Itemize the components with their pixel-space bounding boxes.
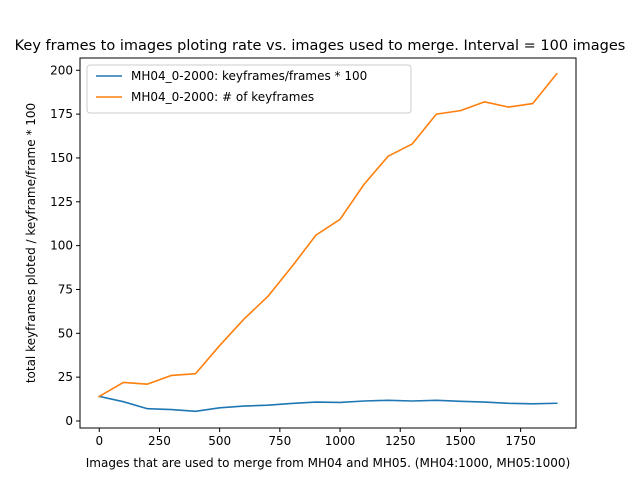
x-tick-label: 500	[208, 434, 231, 448]
x-tick-label: 1500	[445, 434, 476, 448]
y-tick-label: 50	[58, 326, 73, 340]
y-tick-label: 125	[50, 195, 73, 209]
series-line-2	[98, 72, 558, 398]
x-tick-label: 250	[148, 434, 171, 448]
legend: MH04_0-2000: keyframes/frames * 100 MH04_…	[86, 64, 412, 114]
legend-items: MH04_0-2000: keyframes/frames * 100 MH04_…	[96, 69, 367, 104]
y-axis: 0 25 50 75 100 125 150 175 200	[50, 63, 80, 428]
legend-label-1: MH04_0-2000: keyframes/frames * 100	[131, 69, 367, 83]
series-line-1	[98, 395, 558, 413]
plot-area	[79, 57, 577, 429]
series-layer	[98, 72, 558, 413]
y-tick-label: 25	[58, 370, 73, 384]
x-tick-label: 750	[268, 434, 291, 448]
y-tick-label: 100	[50, 239, 73, 253]
x-tick-label: 1000	[325, 434, 356, 448]
y-axis-label: total keyframes ploted / keyframe/frame …	[24, 103, 38, 383]
legend-box	[86, 64, 412, 114]
y-tick-label: 200	[50, 63, 73, 77]
x-axis-label: Images that are used to merge from MH04 …	[86, 456, 571, 470]
axes-frame	[79, 57, 577, 429]
x-tick-label: 1250	[385, 434, 416, 448]
y-tick-label: 75	[58, 282, 73, 296]
x-tick-label: 1750	[505, 434, 536, 448]
y-tick-label: 175	[50, 107, 73, 121]
y-tick-label: 150	[50, 151, 73, 165]
x-axis: 0 250 500 750 1000 1250 1500 1750	[95, 428, 536, 448]
y-tick-label: 0	[65, 414, 73, 428]
chart-title: Key frames to images ploting rate vs. im…	[15, 38, 626, 54]
legend-label-2: MH04_0-2000: # of keyframes	[131, 90, 314, 104]
x-tick-label: 0	[95, 434, 103, 448]
